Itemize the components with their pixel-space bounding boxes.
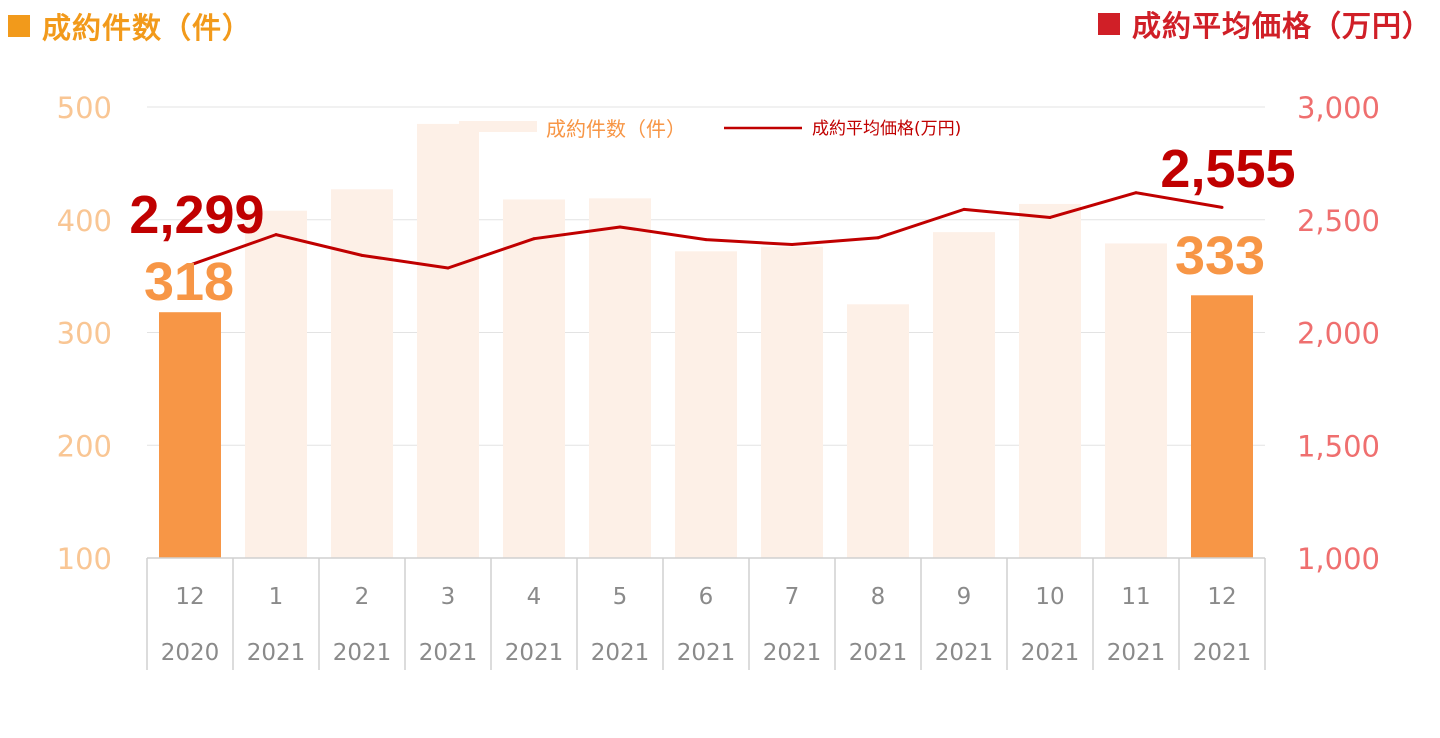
price-point (188, 263, 192, 267)
price-point (962, 207, 966, 211)
bar (159, 312, 221, 558)
right-axis-title: 成約平均価格（万円） (1097, 4, 1432, 44)
price-point (532, 237, 536, 241)
price-point (1134, 191, 1138, 195)
x-axis-month-label: 10 (1035, 584, 1064, 610)
x-axis-month-label: 3 (441, 584, 456, 610)
x-axis-year-label: 2021 (1107, 640, 1166, 666)
x-axis-year-label: 2021 (677, 640, 736, 666)
price-point (790, 243, 794, 247)
price-point (1220, 205, 1224, 209)
bar (1191, 295, 1253, 558)
left-axis-tick-label: 500 (57, 91, 112, 125)
legend-count-swatch (459, 121, 537, 132)
right-axis-title-text: 成約平均価格（万円） (1131, 9, 1432, 43)
bar (503, 199, 565, 558)
x-axis-year-label: 2021 (419, 640, 478, 666)
x-axis-year-label: 2021 (763, 640, 822, 666)
x-axis-month-label: 11 (1121, 584, 1150, 610)
bar (675, 251, 737, 558)
bar (331, 189, 393, 558)
x-axis-year-label: 2021 (333, 640, 392, 666)
legend-count-label: 成約件数（件） (546, 117, 686, 141)
left-axis-tick-label: 400 (57, 204, 112, 238)
bar (1105, 243, 1167, 559)
bar (245, 210, 307, 559)
left-title-square-icon (8, 15, 30, 37)
x-axis-year-label: 2021 (1193, 640, 1252, 666)
price-data-label: 2,555 (1160, 139, 1295, 199)
x-axis-month-label: 8 (871, 584, 886, 610)
x-axis-month-label: 12 (175, 584, 204, 610)
bar (761, 246, 823, 558)
left-axis-title: 成約件数（件） (8, 6, 252, 46)
bar (589, 198, 651, 558)
left-axis-tick-label: 100 (57, 542, 112, 576)
x-axis-month-label: 6 (699, 584, 714, 610)
price-point (876, 236, 880, 240)
x-axis-year-label: 2021 (849, 640, 908, 666)
x-axis-year-label: 2020 (161, 640, 220, 666)
x-axis-year-label: 2021 (1021, 640, 1080, 666)
price-data-label: 2,299 (129, 185, 264, 245)
x-axis-month-label: 9 (957, 584, 972, 610)
count-data-label: 318 (144, 252, 234, 312)
price-point (618, 225, 622, 229)
x-axis-year-label: 2021 (505, 640, 564, 666)
x-axis-year-label: 2021 (935, 640, 994, 666)
x-axis-year-label: 2021 (247, 640, 306, 666)
x-axis-month-label: 2 (355, 584, 370, 610)
count-data-label: 333 (1175, 226, 1265, 286)
bar (933, 232, 995, 558)
x-axis-month-label: 5 (613, 584, 628, 610)
x-axis-month-label: 7 (785, 584, 800, 610)
left-axis-title-text: 成約件数（件） (42, 11, 253, 45)
price-point (274, 233, 278, 237)
left-axis-tick-label: 300 (57, 317, 112, 351)
legend-price-label: 成約平均価格(万円) (812, 119, 961, 139)
price-point (360, 253, 364, 257)
right-axis-tick-label: 1,000 (1297, 542, 1380, 576)
bar (1019, 203, 1081, 558)
right-axis-tick-label: 2,500 (1297, 204, 1380, 238)
right-axis-tick-label: 2,000 (1297, 317, 1380, 351)
bar (417, 123, 479, 558)
right-axis-tick-label: 3,000 (1297, 91, 1380, 125)
x-axis-month-label: 1 (269, 584, 284, 610)
left-axis-tick-label: 200 (57, 429, 112, 463)
price-point (1048, 215, 1052, 219)
right-title-square-icon (1097, 13, 1120, 35)
price-point (704, 238, 708, 242)
x-axis-year-label: 2021 (591, 640, 650, 666)
x-axis-month-label: 4 (527, 584, 542, 610)
right-axis-tick-label: 1,500 (1297, 429, 1380, 463)
x-axis-month-label: 12 (1207, 584, 1236, 610)
price-point (446, 266, 450, 270)
bar (847, 304, 909, 558)
